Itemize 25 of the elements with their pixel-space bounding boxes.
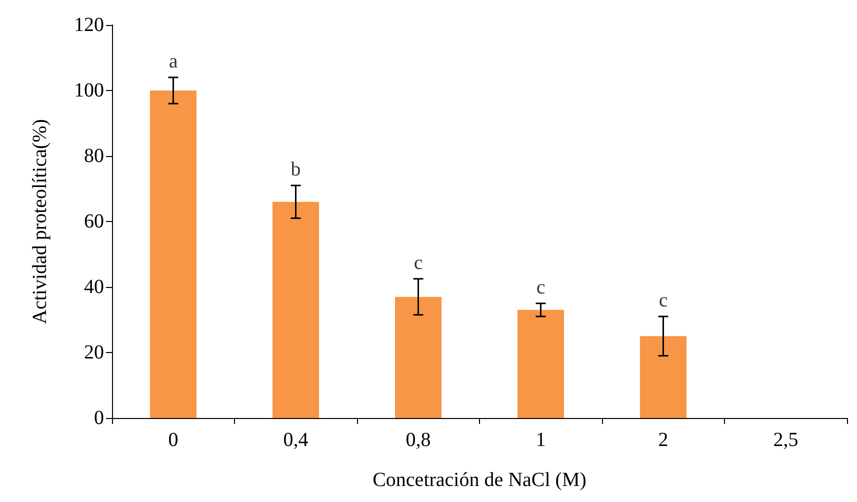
- bar: [394, 296, 442, 418]
- x-tick-label: 0,4: [283, 429, 308, 451]
- annotation: b: [290, 158, 301, 180]
- x-tick-label: 2: [658, 429, 668, 451]
- bar: [272, 202, 320, 418]
- bar: [150, 90, 197, 418]
- x-tick-label: 2,5: [773, 429, 798, 451]
- x-tick-label: 0,8: [406, 429, 431, 451]
- annotation: c: [658, 289, 668, 312]
- bar: [640, 336, 687, 418]
- y-tick-label: 60: [84, 210, 104, 232]
- y-axis-title: Actividad proteolítica(%): [29, 119, 51, 324]
- y-tick-label: 120: [74, 14, 104, 36]
- y-tick-label: 20: [84, 342, 104, 364]
- bar: [517, 310, 564, 418]
- annotation: c: [536, 276, 546, 298]
- x-axis-title: Concetración de NaCl (M): [372, 469, 586, 491]
- y-tick-label: 80: [84, 145, 104, 167]
- y-tick-label: 40: [84, 276, 104, 298]
- annotation: a: [168, 50, 178, 72]
- y-tick-label: 100: [74, 80, 104, 102]
- x-tick-label: 1: [536, 429, 546, 451]
- y-tick-label: 0: [94, 407, 104, 429]
- annotation: c: [414, 252, 423, 274]
- x-tick-label: 0: [168, 429, 178, 451]
